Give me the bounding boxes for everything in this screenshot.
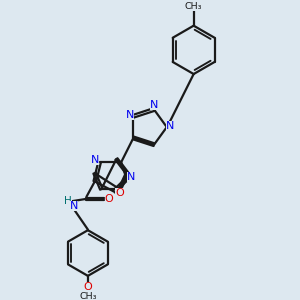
Text: N: N — [91, 155, 99, 165]
Text: H: H — [64, 196, 72, 206]
Text: N: N — [150, 100, 158, 110]
Text: O: O — [115, 188, 124, 198]
Text: O: O — [105, 194, 114, 204]
Text: N: N — [70, 201, 78, 211]
Text: N: N — [166, 121, 174, 131]
Text: CH₃: CH₃ — [185, 2, 203, 11]
Text: N: N — [127, 172, 135, 182]
Text: N: N — [126, 110, 134, 120]
Text: O: O — [84, 282, 93, 292]
Text: CH₃: CH₃ — [80, 292, 97, 300]
